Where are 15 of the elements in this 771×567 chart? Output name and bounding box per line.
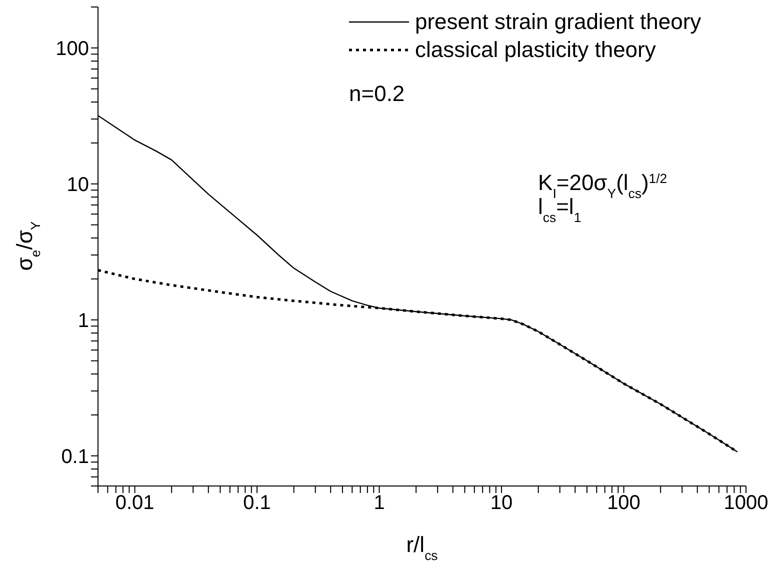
x-tick-label: 100 bbox=[607, 492, 640, 514]
y-tick-label: 1 bbox=[78, 310, 89, 332]
y-tick-label: 10 bbox=[66, 174, 89, 196]
x-tick-label: 0.1 bbox=[243, 492, 271, 514]
x-axis-title: r/l$_{cs}$ bbox=[406, 532, 438, 562]
x-tick-label: 1 bbox=[374, 492, 385, 514]
y-tick-label: 0.1 bbox=[61, 446, 89, 468]
legend-label: classical plasticity theory bbox=[415, 37, 656, 62]
legend-label: present strain gradient theory bbox=[415, 9, 702, 34]
x-tick-label: 10 bbox=[490, 492, 513, 514]
x-tick-label: 1000 bbox=[724, 492, 768, 514]
y-tick-label: 100 bbox=[56, 38, 89, 60]
x-tick-label: 0.01 bbox=[115, 492, 154, 514]
annotation: l$_{cs}$=l$_{1}$ bbox=[538, 194, 582, 224]
annotation: n=0.2 bbox=[349, 81, 405, 106]
